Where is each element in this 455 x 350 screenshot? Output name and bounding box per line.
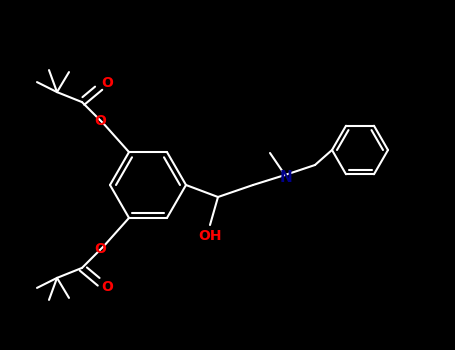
Text: N: N — [280, 169, 293, 184]
Text: O: O — [101, 280, 113, 294]
Text: O: O — [101, 76, 113, 90]
Text: OH: OH — [198, 229, 222, 243]
Text: O: O — [94, 242, 106, 256]
Text: O: O — [94, 114, 106, 128]
